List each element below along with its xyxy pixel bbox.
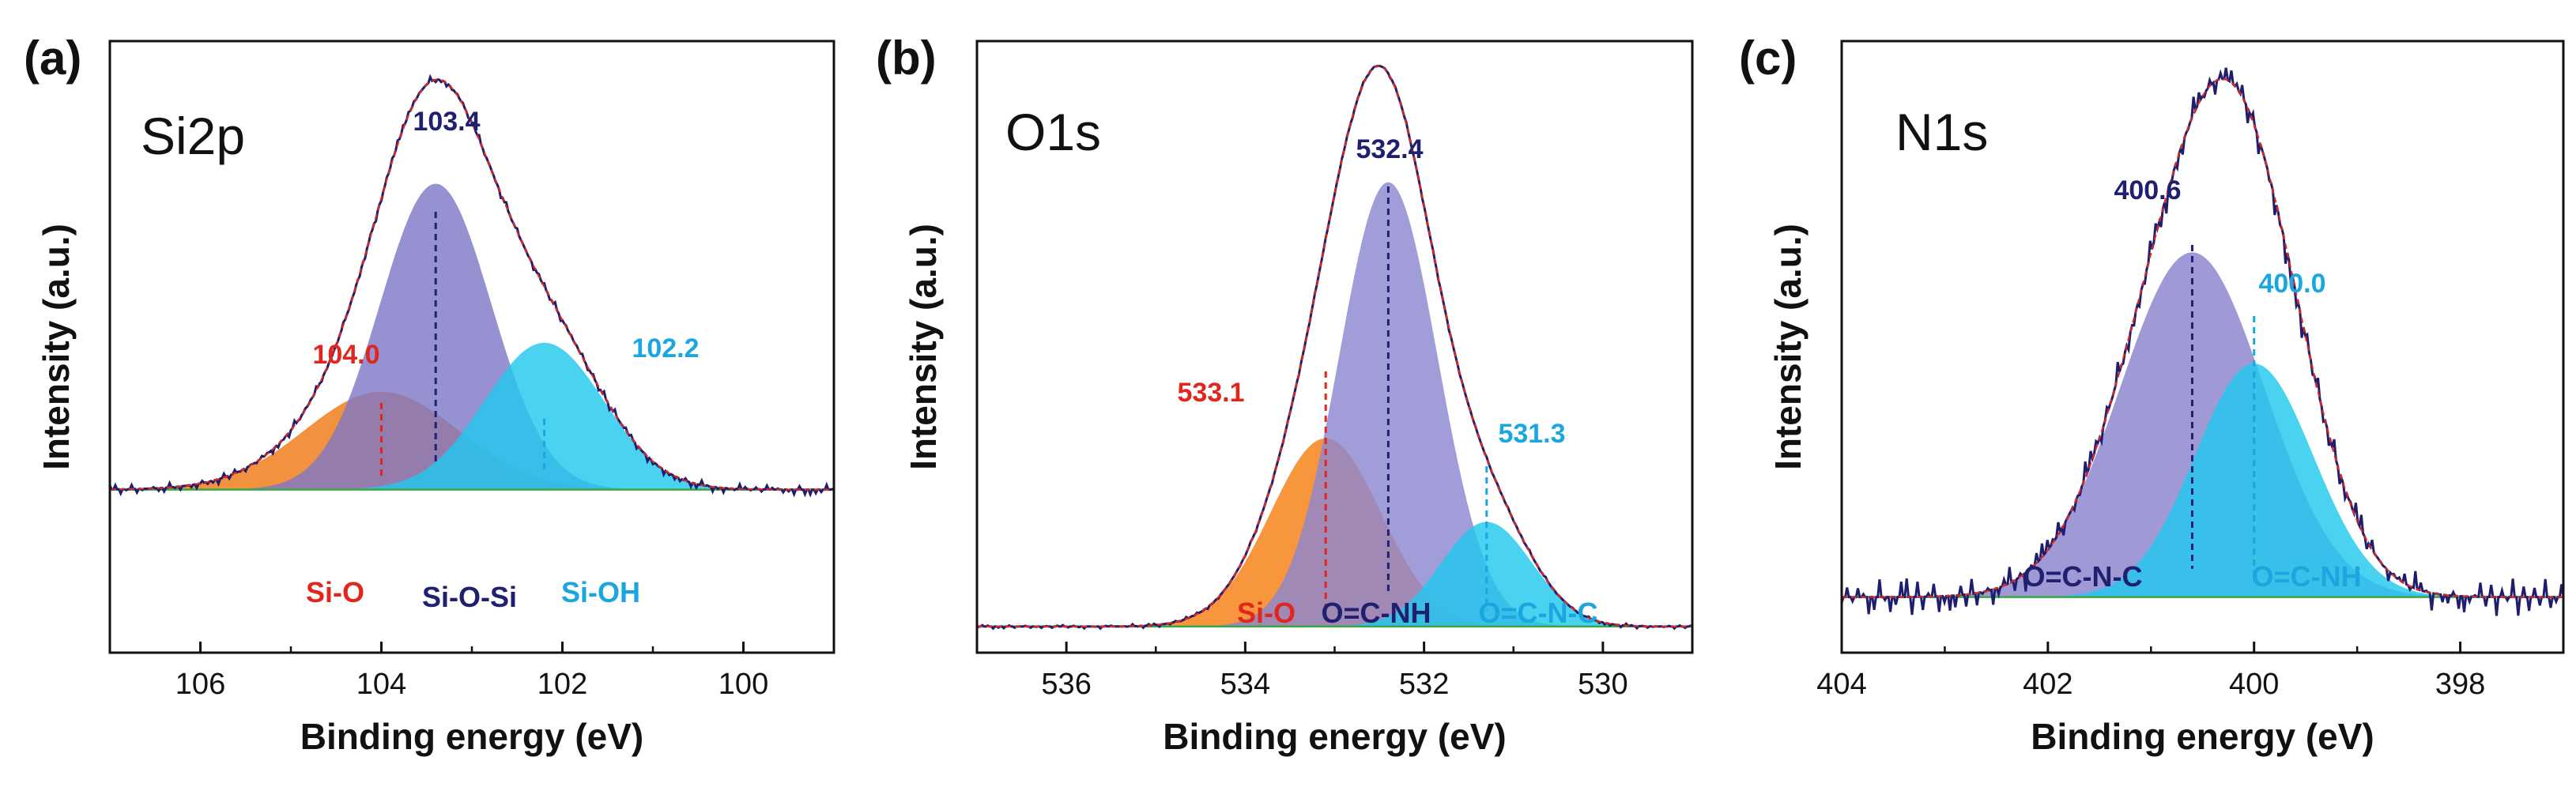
core-level-label: N1s [1895,103,1988,161]
fitted-envelope-line [110,78,834,491]
peak-fill-O=C-NH [1842,363,2563,597]
component-label: Si-OH [561,576,640,608]
x-axis-title: Binding energy (eV) [2031,716,2374,757]
peak-fill-Si-OH [110,342,834,490]
component-label: O=C-N-C [1479,597,1598,629]
x-tick-label: 106 [175,668,225,701]
component-label: O=C-N-C [2023,560,2143,593]
peak-fill-O=C-NH [977,182,1692,627]
y-axis-title: Intensity (a.u.) [903,224,944,470]
x-tick-label: 400 [2229,668,2279,701]
x-axis-title: Binding energy (eV) [1163,716,1506,757]
peak-position-label: 102.2 [632,333,699,363]
core-level-label: Si2p [141,107,245,165]
component-label: Si-O-Si [422,581,517,613]
x-tick-label: 100 [718,668,768,701]
component-label: Si-O [1237,597,1296,629]
x-tick-label: 532 [1399,668,1449,701]
x-tick-label: 402 [2023,668,2072,701]
panel-tag: (b) [876,32,937,85]
peak-fill-O=C-N-C [977,522,1692,627]
y-axis-title: Intensity (a.u.) [1767,224,1808,470]
plot-frame [1840,40,2565,654]
peak-fill-Si-O [110,391,834,490]
peak-position-label: 532.4 [1356,134,1423,164]
component-label: Si-O [306,576,364,608]
x-tick-label: 404 [1816,668,1866,701]
raw-spectrum-line [110,73,834,498]
peak-position-label: 103.4 [413,107,480,137]
x-tick-label: 102 [537,668,587,701]
peak-position-label: 104.0 [312,340,379,370]
x-tick-label: 534 [1220,668,1270,701]
panel-si2p: 104.0 Si-O 103.4 Si-O-Si 102.2 Si-OH 106 104 102… [24,32,835,757]
panel-tag: (c) [1739,32,1797,85]
panel-n1s: 400.6 O=C-N-C 400.0 O=C-NH 404 402 400 398 Bindi… [1739,32,2565,757]
peak-fill-O=C-N-C [1842,252,2563,597]
x-tick-label: 398 [2435,668,2485,701]
component-label: O=C-NH [2251,560,2361,593]
peak-position-label: 400.6 [2114,175,2181,205]
x-tick-label: 536 [1041,668,1091,701]
plot-area [110,73,834,498]
fitted-envelope-line [977,65,1692,627]
x-tick-label: 530 [1578,668,1627,701]
core-level-label: O1s [1005,103,1101,161]
x-tick-label: 104 [356,668,406,701]
peak-position-label: 400.0 [2258,269,2325,299]
fitted-envelope-line [1842,77,2563,598]
panel-o1s: 533.1 Si-O 532.4 O=C-NH 531.3 O=C-N-C 536 534 53… [876,32,1694,757]
peak-fill-Si-O-Si [110,183,834,490]
component-label: O=C-NH [1321,597,1431,629]
y-axis-title: Intensity (a.u.) [36,224,77,470]
peak-position-label: 533.1 [1177,378,1244,408]
panel-tag: (a) [24,32,81,85]
peak-position-label: 531.3 [1498,419,1565,449]
plot-area [977,64,1692,631]
x-axis-title: Binding energy (eV) [300,716,643,757]
plot-area [1842,67,2563,616]
